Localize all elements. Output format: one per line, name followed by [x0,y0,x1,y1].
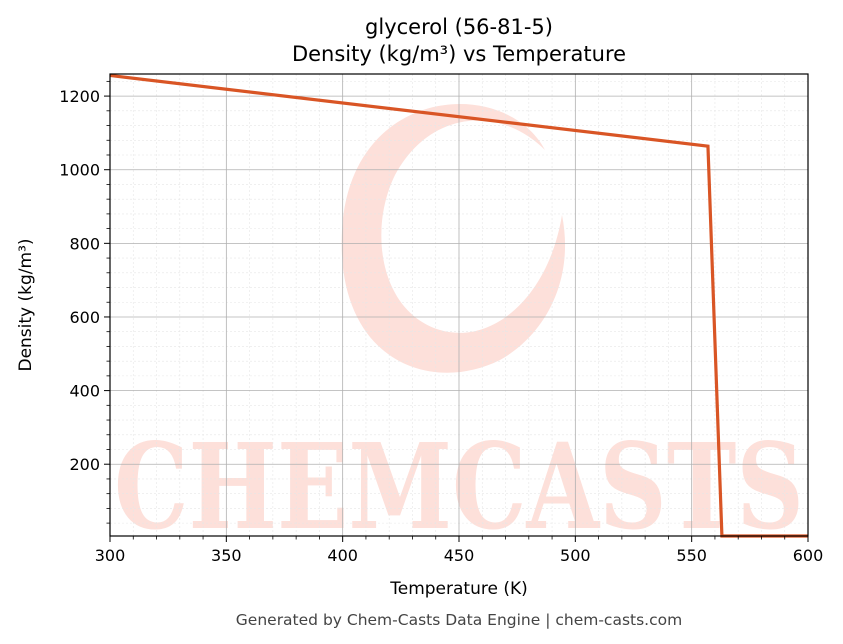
y-axis-label: Density (kg/m³) [16,238,36,371]
y-tick-label: 1000 [59,161,100,180]
x-axis-label: Temperature (K) [389,579,528,599]
x-axis: 300 350 400 450 500 550 600 [95,536,824,565]
chart-title-line2: Density (kg/m³) vs Temperature [292,42,626,66]
y-tick-label: 600 [69,308,100,327]
x-tick-label: 400 [327,546,358,565]
y-axis: 200 400 600 800 1000 1200 [59,80,110,524]
x-tick-label: 350 [211,546,242,565]
y-tick-label: 400 [69,382,100,401]
x-tick-label: 550 [676,546,707,565]
footer-credit: Generated by Chem-Casts Data Engine | ch… [236,611,682,629]
y-tick-label: 1200 [59,87,100,106]
watermark-swirl-icon [341,103,566,373]
y-tick-label: 800 [69,234,100,253]
y-tick-label: 200 [69,455,100,474]
x-tick-label: 300 [95,546,126,565]
x-tick-label: 450 [444,546,475,565]
x-tick-label: 500 [560,546,591,565]
x-tick-label: 600 [793,546,824,565]
chart-title-line1: glycerol (56-81-5) [365,15,553,39]
